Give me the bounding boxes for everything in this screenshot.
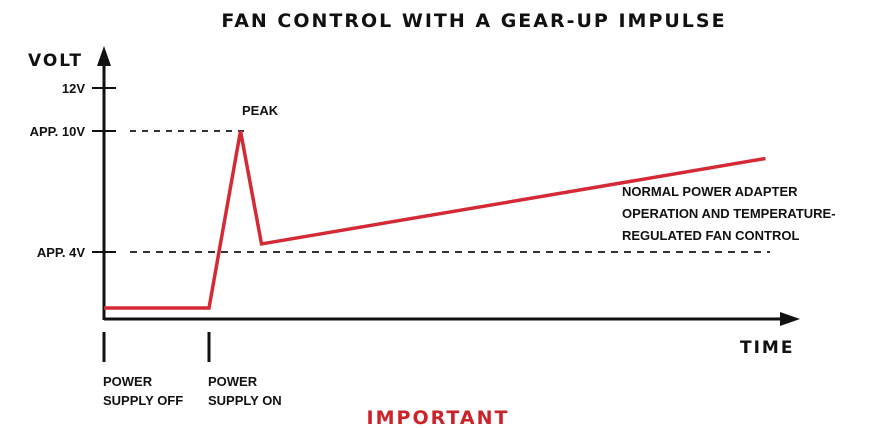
x-marker-label: POWER SUPPLY OFF — [103, 374, 183, 408]
x-markers: POWER SUPPLY OFF POWER SUPPLY ON — [102, 332, 282, 408]
x-marker-label-line: POWER — [208, 374, 258, 389]
important-label: IMPORTANT — [367, 407, 510, 428]
x-axis-label: TIME — [740, 338, 794, 358]
y-tick-label: APP. 4V — [37, 245, 86, 260]
note-line-3: REGULATED FAN CONTROL — [622, 228, 799, 243]
peak-label-line: PEAK — [242, 103, 279, 118]
x-marker-label-line: SUPPLY ON — [208, 393, 282, 408]
y-axis-arrow — [97, 46, 111, 66]
chart-title: FAN CONTROL WITH A GEAR-UP IMPULSE — [221, 10, 726, 32]
normal-operation-note: NORMAL POWER ADAPTER OPERATION AND TEMPE… — [622, 184, 839, 243]
reference-lines — [130, 130, 770, 253]
y-tick-label: 12V — [62, 81, 85, 96]
y-tick-label: APP. 10V — [30, 124, 86, 139]
x-marker-label-line: POWER — [103, 374, 153, 389]
peak-label: PEAK — [242, 103, 279, 118]
note-line-1: NORMAL POWER ADAPTER — [622, 184, 798, 199]
x-marker-label-line: SUPPLY OFF — [103, 393, 183, 408]
y-ticks: 12V APP. 10V APP. 4V — [30, 81, 116, 260]
y-axis-label: VOLT — [28, 51, 83, 71]
voltage-series-line — [104, 130, 766, 310]
x-marker-label: POWER SUPPLY ON — [208, 374, 282, 408]
series-group — [104, 130, 766, 310]
x-axis-arrow — [780, 312, 800, 326]
note-line-2: OPERATION AND TEMPERATURE- — [622, 206, 836, 221]
